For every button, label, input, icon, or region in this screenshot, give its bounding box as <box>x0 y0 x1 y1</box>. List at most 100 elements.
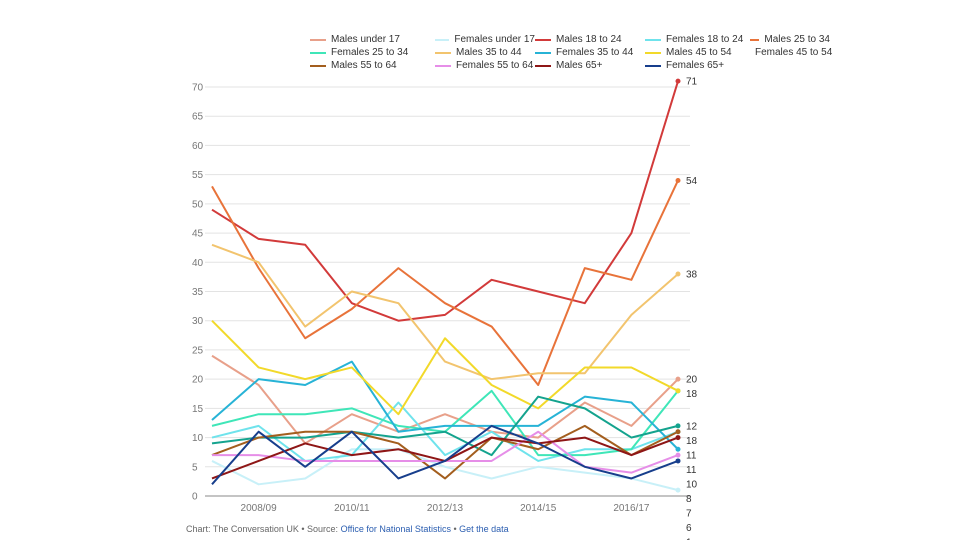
legend-swatch <box>310 38 326 41</box>
end-value-label: 18 <box>686 436 698 447</box>
series-line <box>211 360 679 450</box>
series-end-marker <box>675 429 681 435</box>
legend-label: Females 35 to 44 <box>556 47 634 58</box>
gridlines <box>205 86 690 497</box>
legend-label: Females under 17 <box>454 34 535 45</box>
legend-row: Females 25 to 34 Males 35 to 44 Females 35… <box>310 46 833 59</box>
end-value-label: 20 <box>686 375 698 386</box>
end-value-label: 71 <box>686 77 698 88</box>
legend-item[interactable]: Females under 17 <box>435 33 535 46</box>
end-value-label: 10 <box>686 479 698 490</box>
series-line <box>211 448 679 492</box>
series-end-marker <box>675 435 681 441</box>
legend-label: Males 35 to 44 <box>456 47 522 58</box>
series-end-marker <box>675 487 681 493</box>
legend-label: Females 18 to 24 <box>666 34 744 45</box>
legend-label: Females 25 to 34 <box>331 47 409 58</box>
series-lines <box>211 80 679 492</box>
series-end-marker <box>675 423 681 429</box>
legend-item[interactable]: Males 35 to 44 <box>435 46 535 59</box>
series-end-marker <box>675 271 681 277</box>
series-line <box>211 180 679 386</box>
y-tick-label: 45 <box>192 229 204 240</box>
y-tick-label: 60 <box>192 141 204 152</box>
series-line <box>211 395 679 457</box>
series-line <box>211 80 679 322</box>
y-tick-label: 65 <box>192 112 204 123</box>
legend-label: Females 65+ <box>666 60 725 71</box>
y-tick-label: 35 <box>192 287 204 298</box>
legend-item[interactable]: Males 65+ <box>535 59 645 72</box>
legend-swatch <box>645 64 661 67</box>
legend-item[interactable]: Females 65+ <box>645 59 750 72</box>
legend-item[interactable]: Males 45 to 54 <box>645 46 750 59</box>
legend-swatch <box>645 38 661 41</box>
legend-item[interactable]: Males 18 to 24 <box>535 33 645 46</box>
y-tick-label: 15 <box>192 404 204 415</box>
end-value-label: 38 <box>686 269 698 280</box>
end-value-labels: 71 54 38 20 18 12 18 11 11 10 8 7 6 1 <box>686 77 698 540</box>
y-tick-label: 10 <box>192 433 204 444</box>
y-tick-label: 50 <box>192 199 204 210</box>
x-tick-label: 2014/15 <box>520 503 557 514</box>
legend-label: Females 55 to 64 <box>456 60 534 71</box>
legend-item[interactable]: Females 55 to 64 <box>435 59 535 72</box>
series-line <box>211 320 679 416</box>
y-tick-label: 55 <box>192 170 204 181</box>
y-tick-label: 30 <box>192 316 204 327</box>
legend-item[interactable]: Females 45 to 54 <box>750 46 833 59</box>
legend-label: Males 45 to 54 <box>666 47 732 58</box>
source-separator: • <box>450 524 460 534</box>
y-tick-label: 40 <box>192 258 204 269</box>
legend-label: Males 18 to 24 <box>556 34 622 45</box>
series-end-marker <box>675 458 681 464</box>
source-link[interactable]: Office for National Statistics <box>340 524 451 534</box>
legend-swatch <box>435 38 450 41</box>
legend-item[interactable]: Males 25 to 34 <box>750 33 830 46</box>
legend-item[interactable]: Females 35 to 44 <box>535 46 645 59</box>
series-line <box>211 354 679 445</box>
series-end-marker <box>675 452 681 458</box>
series-end-marker <box>675 446 681 452</box>
legend-row: Males 55 to 64 Females 55 to 64 Males 65+ F… <box>310 59 830 72</box>
get-data-link[interactable]: Get the data <box>459 524 509 534</box>
end-value-label: 7 <box>686 508 692 519</box>
legend: Males under 17 Females under 17 Males 18 t… <box>310 33 833 72</box>
x-tick-label: 2012/13 <box>427 503 464 514</box>
legend-label: Females 45 to 54 <box>755 47 833 58</box>
legend-label: Males under 17 <box>331 34 400 45</box>
end-value-label: 11 <box>686 450 697 461</box>
x-tick-label: 2016/17 <box>613 503 650 514</box>
end-value-label: 8 <box>686 494 692 505</box>
legend-swatch <box>535 51 551 54</box>
legend-item[interactable]: Males 55 to 64 <box>310 59 435 72</box>
series-end-marker <box>675 177 681 183</box>
legend-row: Males under 17 Females under 17 Males 18 t… <box>310 33 830 46</box>
legend-swatch <box>435 51 451 54</box>
end-value-label: 12 <box>686 421 698 432</box>
series-end-marker <box>675 78 681 84</box>
end-value-label: 11 <box>686 465 697 476</box>
legend-swatch <box>310 51 326 54</box>
end-value-label: 6 <box>686 523 692 534</box>
series-end-marker <box>675 388 681 394</box>
legend-item[interactable]: Females 25 to 34 <box>310 46 435 59</box>
axes: 0 5 10 15 20 25 30 35 40 45 50 55 60 65 70 2008/09 2010/… <box>192 83 650 515</box>
legend-swatch <box>750 38 760 41</box>
source-prefix: Chart: The Conversation UK • Source: <box>186 524 341 534</box>
y-tick-label: 5 <box>192 462 198 473</box>
x-tick-label: 2010/11 <box>334 503 370 514</box>
x-tick-label: 2008/09 <box>241 503 278 514</box>
y-tick-label: 25 <box>192 345 204 356</box>
y-tick-label: 0 <box>192 492 198 503</box>
series-line <box>211 424 679 480</box>
y-tick-label: 70 <box>192 83 204 94</box>
series-line <box>211 243 679 381</box>
legend-item[interactable]: Males under 17 <box>310 33 435 46</box>
y-tick-label: 20 <box>192 375 204 386</box>
legend-item[interactable]: Females 18 to 24 <box>645 33 750 46</box>
legend-label: Males 25 to 34 <box>764 34 830 45</box>
end-value-label: 54 <box>686 176 698 187</box>
legend-swatch <box>645 51 661 54</box>
